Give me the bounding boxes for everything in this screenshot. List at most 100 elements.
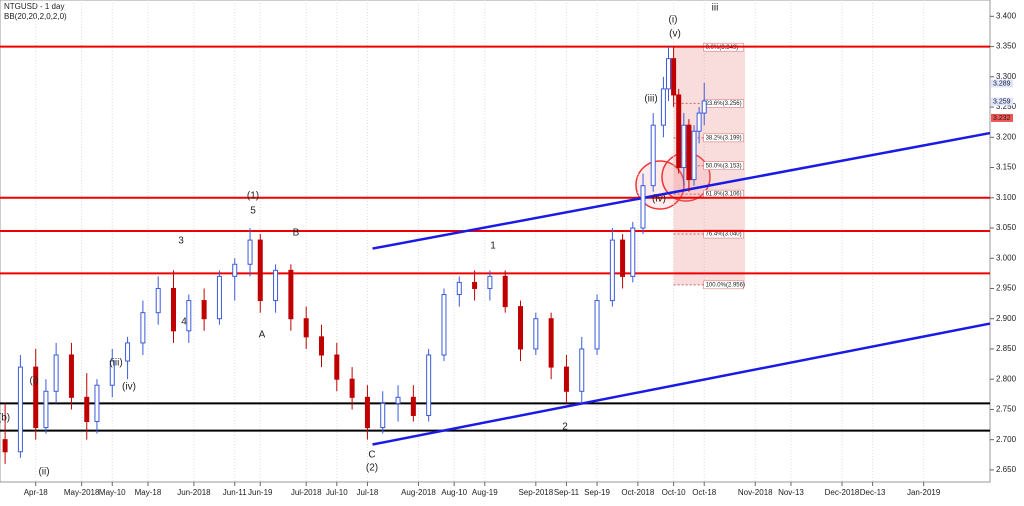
y-tick-label: 3.400 [996,11,1017,20]
wave-label: (i) [669,15,678,26]
fib-label: 50.0%(3.153) [706,163,742,169]
y-tick-label: 3.150 [996,163,1017,172]
x-tick-label: Jan-2019 [907,488,941,497]
x-tick-label: Nov-2018 [738,488,773,497]
fib-label-bg [703,133,744,143]
x-tick-label: Nov-13 [778,488,804,497]
x-tick-label: Dec-13 [860,488,886,497]
candle-body [472,281,478,289]
candle-body [676,94,682,169]
candle-body [109,360,115,386]
fib-label-bg [703,280,744,290]
x-tick-label: May-10 [99,488,126,497]
candle-body [33,366,39,429]
x-tick-label: Jun-11 [223,488,247,497]
wave-label: A [259,330,266,341]
candle-body [441,294,447,356]
candle-body [395,396,401,404]
x-tick-label: Sep-2018 [518,488,553,497]
x-tick-label: Dec-2018 [825,488,860,497]
chart-subtitle: BB(20,20,2,0,2,0) [4,12,67,21]
candle-body [349,378,355,398]
wave-label: (i) [30,376,39,387]
candle-body [257,239,263,302]
x-tick-label: Oct-18 [692,488,717,497]
candle-body [232,263,238,277]
wave-label: 2 [562,422,568,433]
candle-body [666,58,672,90]
candle-body [660,88,666,126]
candle-body [410,396,416,416]
candle-body [609,239,615,302]
x-tick-label: Jul-2018 [291,488,322,497]
y-tick-label: 2.850 [996,344,1017,353]
candle-body [125,342,131,362]
wave-label: (2) [366,463,378,474]
y-tick-label: 2.800 [996,374,1017,383]
price-marker-label: 3.289 [993,80,1011,87]
x-tick-label: Aug-19 [472,488,498,497]
candle-body [17,366,23,453]
y-tick-label: 3.000 [996,253,1017,262]
candle-body [696,112,702,132]
candle-body [594,300,600,350]
trendline [372,322,991,446]
wave-label: 5 [250,206,256,217]
candle-body [671,58,677,96]
x-tick-label: Oct-10 [662,488,687,497]
candle-body [548,318,554,368]
candle-body [518,306,524,350]
candle-body [380,402,386,429]
x-tick-label: Aug-10 [441,488,467,497]
y-tick-label: 3.050 [996,223,1017,232]
candle-body [288,269,294,320]
candle-body [681,124,687,169]
x-tick-label: Jun-2018 [177,488,211,497]
candle-body [171,287,177,332]
wave-label: (iv) [652,194,666,205]
candle-body [303,318,309,338]
x-tick-label: Sep-19 [584,488,610,497]
y-tick-label: 2.900 [996,314,1017,323]
candle-body [364,396,370,429]
price-marker [991,113,1013,122]
fib-label: 0.0%(3.349) [706,45,739,51]
wave-label: (ii) [38,467,49,478]
candle-body [701,100,707,114]
candle-body [691,130,697,181]
price-marker-label: 3.232 [993,115,1011,122]
candle-body [84,396,90,423]
candle-body [686,124,692,181]
candle-body [563,366,569,392]
y-tick-label: 3.300 [996,72,1017,81]
y-tick-label: 2.750 [996,405,1017,414]
y-tick-label: 3.250 [996,102,1017,111]
plot-frame [0,0,991,483]
y-tick-label: 3.350 [996,42,1017,51]
candle-body [630,227,636,277]
candle-body [43,390,49,429]
x-tick-label: Apr-18 [24,488,49,497]
wave-label: iii [712,3,719,14]
candle-body [502,275,508,308]
y-tick-label: 3.100 [996,193,1017,202]
y-tick-label: 3.200 [996,132,1017,141]
x-tick-label: Jul-18 [357,488,379,497]
price-marker [991,79,1013,88]
candle-body [334,354,340,380]
x-tick-label: May-18 [135,488,162,497]
wave-label: (iv) [122,382,136,393]
candle-body [533,318,539,350]
fib-label: 38.2%(3.199) [706,135,742,141]
wave-label: (iii) [644,94,657,105]
wave-label: (v) [669,29,681,40]
x-tick-label: Jul-10 [326,488,348,497]
wave-label: 4 [181,317,187,328]
wave-label: (1) [247,191,259,202]
x-tick-label: May-2018 [64,488,100,497]
candle-body [186,300,192,332]
candle-body [53,354,59,392]
candle-body [247,239,253,265]
wave-label: B [293,228,300,239]
candle-body [140,312,146,344]
